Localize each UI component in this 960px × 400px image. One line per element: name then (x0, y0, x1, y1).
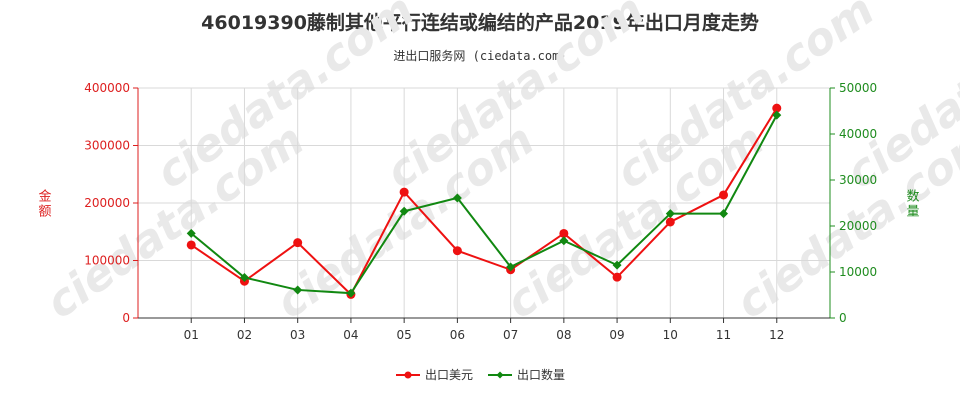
data-point (293, 285, 303, 295)
data-point (559, 228, 569, 238)
left-tick-label: 400000 (84, 81, 130, 95)
x-tick-label: 06 (450, 328, 465, 342)
series-1 (186, 103, 782, 299)
data-point (719, 190, 729, 200)
left-tick-label: 100000 (84, 254, 130, 268)
x-tick-label: 01 (184, 328, 199, 342)
legend-label: 出口美元 (425, 368, 473, 382)
axes-layer: 0 100000 200000 300000 400000 0 10000 20000 3000… (38, 81, 919, 342)
data-point (293, 238, 303, 248)
legend-marker (496, 371, 504, 379)
x-tick-label: 02 (237, 328, 252, 342)
x-tick-label: 10 (663, 328, 678, 342)
right-axis-label-char: 数 (906, 190, 919, 205)
right-tick-label: 50000 (839, 81, 877, 95)
series-layer (186, 103, 782, 299)
x-tick-label: 09 (609, 328, 624, 342)
data-point (665, 217, 675, 227)
data-point (665, 209, 675, 219)
left-tick-label: 300000 (84, 139, 130, 153)
x-tick-label: 03 (290, 328, 305, 342)
legend-item-2: 出口数量 (488, 367, 565, 382)
data-point (399, 187, 409, 197)
left-tick-label: 200000 (84, 196, 130, 210)
right-tick-label: 10000 (839, 265, 877, 279)
legend: 出口美元 出口数量 (396, 367, 565, 382)
right-tick-label: 0 (839, 311, 847, 325)
data-point (772, 103, 782, 113)
right-axis-label: 数量 (906, 190, 919, 220)
series-line (190, 107, 778, 297)
right-tick-label: 20000 (839, 219, 877, 233)
data-point (452, 193, 462, 203)
x-tick-label: 12 (769, 328, 784, 342)
data-point (559, 236, 569, 246)
x-tick-label: 11 (716, 328, 731, 342)
data-point (346, 288, 356, 298)
watermark-layer: ciedata.comciedata.comciedata.comciedata… (37, 0, 960, 329)
chart-subtitle: 进出口服务网 (ciedata.com) (393, 49, 567, 63)
right-tick-label: 30000 (839, 173, 877, 187)
data-point (186, 228, 196, 238)
data-point (506, 262, 516, 272)
legend-item-1: 出口美元 (396, 368, 473, 382)
right-axis-label-char: 量 (906, 205, 919, 220)
left-tick-label: 0 (122, 311, 130, 325)
data-point (612, 272, 622, 282)
data-point (239, 273, 249, 283)
series-2 (186, 110, 782, 298)
left-axis-label-char: 额 (38, 205, 51, 220)
x-tick-label: 07 (503, 328, 518, 342)
legend-label: 出口数量 (517, 367, 565, 382)
data-point (186, 240, 196, 250)
x-tick-label: 05 (397, 328, 412, 342)
data-point (612, 260, 622, 270)
left-axis-label-char: 金 (38, 189, 51, 205)
data-point (719, 209, 729, 219)
data-point (399, 206, 409, 216)
series-line (190, 114, 778, 295)
left-axis-label: 金额 (38, 189, 51, 220)
legend-marker (404, 371, 412, 379)
right-tick-label: 40000 (839, 127, 877, 141)
chart-title: 46019390藤制其他平行连结或编结的产品2019年出口月度走势 (201, 12, 759, 34)
x-tick-label: 08 (556, 328, 571, 342)
data-point (452, 246, 462, 256)
x-tick-label: 04 (343, 328, 358, 342)
data-point (772, 110, 782, 120)
